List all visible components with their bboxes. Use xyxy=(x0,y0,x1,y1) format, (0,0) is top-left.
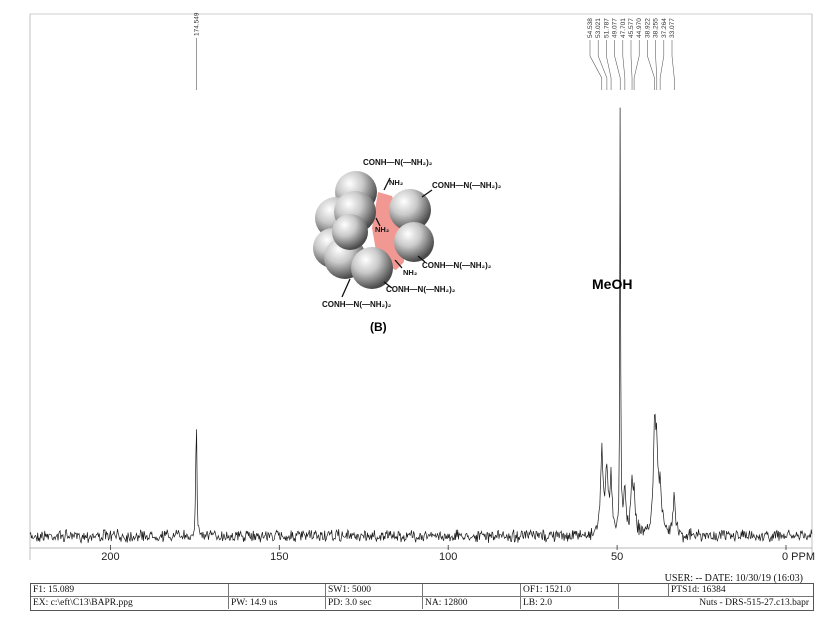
peak-leader xyxy=(606,40,612,90)
peak-leader xyxy=(597,40,608,90)
param-cell xyxy=(229,584,326,596)
surface-group-label: CONH—N(—NH₂)₂ xyxy=(322,300,392,309)
surface-group-label: CONH—N(—NH₂)₂ xyxy=(432,181,502,190)
peak-leader xyxy=(659,40,665,90)
trace-line xyxy=(29,107,813,544)
dendrimer-structure: CONH—N(—NH₂)₂ CONH—N(—NH₂)₂ CONH—N(—NH₂)… xyxy=(313,158,502,334)
sphere xyxy=(394,222,434,262)
param-cell: PW: 14.9 us xyxy=(229,597,326,609)
peak-leader xyxy=(614,40,621,90)
sphere xyxy=(332,214,368,250)
spectrum-trace xyxy=(29,107,813,544)
peak-label: 38.255 xyxy=(653,18,660,38)
param-cell xyxy=(619,584,669,596)
peak-label: 37.264 xyxy=(661,18,668,38)
peak-label: 47.701 xyxy=(620,18,627,38)
peak-label: 51.787 xyxy=(603,18,610,38)
surface-group-label: CONH—N(—NH₂)₂ xyxy=(386,285,456,294)
core-label: NH₂ xyxy=(375,225,389,234)
meoh-annotation: MeOH xyxy=(592,276,632,292)
peak-label: 54.538 xyxy=(587,18,594,38)
core-label: NH₂ xyxy=(389,178,403,187)
param-cell: OF1: 1521.0 xyxy=(521,584,619,596)
peak-label: 44.970 xyxy=(636,18,643,38)
peak-label: 49.077 xyxy=(612,18,619,38)
peak-leader xyxy=(589,40,603,90)
core-label: NH₂ xyxy=(403,268,417,277)
param-cell: F1: 15.089 xyxy=(31,584,229,596)
surface-group-label: CONH—N(—NH₂)₂ xyxy=(422,261,492,270)
param-cell xyxy=(423,584,521,596)
peak-leader xyxy=(622,40,626,90)
x-tick-label: 0 PPM xyxy=(782,551,815,563)
plot-frame xyxy=(29,13,813,560)
peak-label: 33.077 xyxy=(669,18,676,38)
param-cell: SW1: 5000 xyxy=(326,584,423,596)
peak-leader xyxy=(630,40,633,90)
x-tick-label: 100 xyxy=(439,551,457,563)
surface-group-label: CONH—N(—NH₂)₂ xyxy=(363,158,433,167)
x-axis: 200 150 100 50 0 PPM xyxy=(30,545,815,563)
param-cell: EX: c:\eft\C13\BAPR.ppg xyxy=(31,597,229,609)
acquisition-parameters-table: F1: 15.089 SW1: 5000 OF1: 1521.0 PTS1d: … xyxy=(30,583,814,611)
peak-leader xyxy=(647,40,655,90)
param-cell: PD: 3.0 sec xyxy=(326,597,423,609)
peak-labels: 174.549 54.538 53.021 51.787 49.077 47.701 45.… xyxy=(193,12,676,90)
peak-label: 38.922 xyxy=(644,18,651,38)
peak-leader xyxy=(655,40,658,90)
param-cell: LB: 2.0 xyxy=(521,597,619,609)
peak-label: 45.577 xyxy=(628,18,635,38)
sphere xyxy=(351,247,393,289)
structure-caption: (B) xyxy=(370,320,387,334)
param-cell: PTS1d: 16384 xyxy=(671,585,726,595)
x-tick-label: 200 xyxy=(101,551,119,563)
peak-label: 174.549 xyxy=(193,12,200,36)
peak-leader xyxy=(633,40,640,90)
sphere xyxy=(389,189,431,231)
x-tick-label: 50 xyxy=(611,551,623,563)
peak-leader xyxy=(671,40,675,90)
peak-label: 53.021 xyxy=(595,18,602,38)
x-tick-label: 150 xyxy=(270,551,288,563)
param-cell: NA: 12800 xyxy=(423,597,521,609)
user-date-line: USER: -- DATE: 10/30/19 (16:03) xyxy=(664,573,803,584)
param-cell: Nuts - DRS-515-27.c13.bapr xyxy=(699,598,809,608)
